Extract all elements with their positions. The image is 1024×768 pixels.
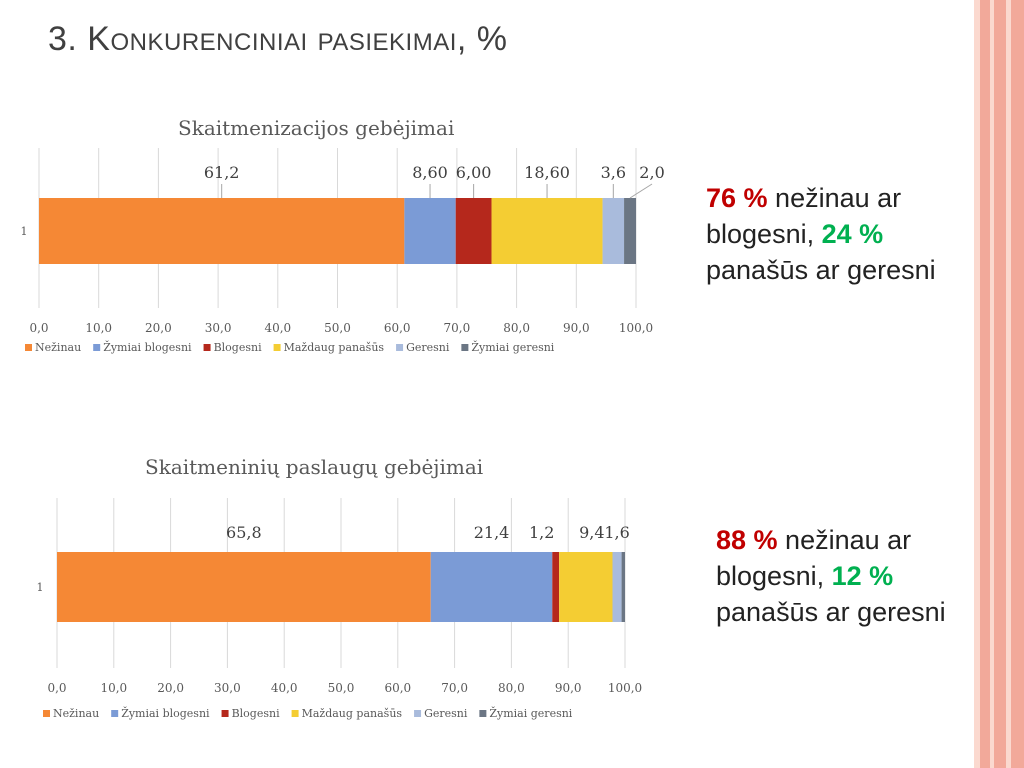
legend-swatch-zymiai-blogesni (111, 710, 119, 717)
slide-title: 3. Konkurenciniai pasiekimai, % (48, 20, 508, 58)
bar-geresni (602, 198, 625, 264)
note-2-good-text: panašūs ar geresni (716, 597, 946, 627)
category-label: 1 (37, 581, 44, 594)
x-tick-label: 10,0 (85, 321, 112, 335)
note-1-good-text: panašūs ar geresni (706, 255, 936, 285)
x-tick-label: 40,0 (271, 681, 298, 695)
bar-geresni (612, 552, 622, 622)
x-tick-label: 40,0 (264, 321, 291, 335)
chart-2: 0,0 10,0 20,0 30,0 40,0 50,0 60,0 70,0 80,0 90,0 1… (37, 498, 642, 720)
note-2-good-pct: 12 % (831, 561, 894, 591)
legend-swatch-mazdaug-panasus (273, 344, 281, 351)
data-label-zymiai-geresni: 2,0 (639, 163, 664, 182)
decorative-stripes (974, 0, 1024, 768)
legend-label-blogesni: Blogesni (232, 707, 281, 720)
legend-label-mazdaug-panasus: Maždaug panašūs (302, 707, 403, 720)
legend-label-zymiai-geresni: Žymiai geresni (471, 340, 554, 354)
data-label-zymiai-blogesni: 21,4 (474, 523, 510, 542)
stripe-2 (980, 0, 990, 768)
x-tick-label: 70,0 (444, 321, 471, 335)
legend-label-zymiai-geresni: Žymiai geresni (489, 706, 572, 720)
chart-1: 0,0 10,0 20,0 30,0 40,0 50,0 60,0 70,0 80,0 90,0 1… (21, 148, 665, 354)
legend-swatch-blogesni (221, 710, 229, 717)
bar-mazdaug-panasus (491, 198, 603, 264)
legend-label-zymiai-blogesni: Žymiai blogesni (121, 706, 210, 720)
bar-zymiai-blogesni (404, 198, 456, 264)
note-2-bad-pct: 88 % (716, 525, 778, 555)
chart-1-title: Skaitmenizacijos gebėjimai (178, 116, 455, 140)
legend-label-blogesni: Blogesni (214, 341, 263, 354)
stripe-4 (994, 0, 1006, 768)
bar-nezinau (39, 198, 405, 264)
data-label-nezinau: 65,8 (226, 523, 262, 542)
x-tick-label: 20,0 (145, 321, 172, 335)
data-label-geresni: 3,6 (601, 163, 626, 182)
legend-swatch-zymiai-geresni (479, 710, 487, 717)
stripe-3 (990, 0, 994, 768)
legend-swatch-zymiai-geresni (461, 344, 469, 351)
bar-zymiai-geresni (621, 552, 625, 622)
bar-nezinau (57, 552, 431, 622)
legend-swatch-nezinau (43, 710, 50, 717)
x-tick-label: 0,0 (29, 321, 48, 335)
data-label-nezinau: 61,2 (204, 163, 240, 182)
note-1-good-pct: 24 % (821, 219, 884, 249)
note-1-bad-pct: 76 % (706, 183, 768, 213)
stripe-6 (1011, 0, 1024, 768)
x-tick-label: 90,0 (555, 681, 582, 695)
x-tick-label: 30,0 (205, 321, 232, 335)
x-tick-label: 80,0 (498, 681, 525, 695)
x-tick-label: 100,0 (619, 321, 653, 335)
x-tick-label: 50,0 (328, 681, 355, 695)
note-2-bad-text: nežinau ar blogesni, (716, 525, 912, 591)
legend-swatch-geresni (414, 710, 422, 717)
x-tick-label: 100,0 (608, 681, 642, 695)
data-label-zymiai-blogesni: 8,60 (412, 163, 448, 182)
legend-swatch-geresni (396, 344, 404, 351)
x-tick-label: 0,0 (47, 681, 66, 695)
legend-swatch-blogesni (203, 344, 211, 351)
legend-label-zymiai-blogesni: Žymiai blogesni (103, 340, 192, 354)
legend-swatch-mazdaug-panasus (291, 710, 299, 717)
leader-line (629, 183, 653, 199)
bar-zymiai-blogesni (430, 552, 553, 622)
x-tick-label: 70,0 (441, 681, 468, 695)
data-label-blogesni: 6,00 (456, 163, 492, 182)
stripe-1 (974, 0, 980, 768)
x-tick-label: 20,0 (157, 681, 184, 695)
x-tick-label: 50,0 (324, 321, 351, 335)
note-1-bad-text: nežinau ar blogesni, (706, 183, 902, 249)
legend-label-geresni: Geresni (406, 341, 450, 354)
x-tick-label: 30,0 (214, 681, 241, 695)
data-label-mazdaug-panasus: 18,60 (524, 163, 570, 182)
legend-label-nezinau: Nežinau (35, 341, 81, 354)
chart-2-title: Skaitmeninių paslaugų gebėjimai (145, 455, 484, 479)
x-tick-label: 60,0 (384, 321, 411, 335)
x-tick-label: 90,0 (563, 321, 590, 335)
bar-zymiai-geresni (624, 198, 636, 264)
x-tick-label: 10,0 (100, 681, 127, 695)
x-tick-label: 60,0 (384, 681, 411, 695)
summary-note-2: 88 % nežinau ar blogesni, 12 % panašūs a… (716, 522, 986, 630)
legend-swatch-nezinau (25, 344, 32, 351)
stripe-5 (1006, 0, 1011, 768)
bar-blogesni (455, 198, 492, 264)
data-label-blogesni: 1,2 (529, 523, 554, 542)
data-label-mazdaug-panasus: 9,4 (579, 523, 604, 542)
x-tick-label: 80,0 (503, 321, 530, 335)
legend-label-geresni: Geresni (424, 707, 468, 720)
bar-mazdaug-panasus (559, 552, 613, 622)
data-label-geresni: 1,6 (604, 523, 629, 542)
category-label: 1 (21, 225, 28, 238)
bar-blogesni (552, 552, 560, 622)
legend-label-mazdaug-panasus: Maždaug panašūs (284, 341, 385, 354)
summary-note-1: 76 % nežinau ar blogesni, 24 % panašūs a… (706, 180, 976, 288)
legend-swatch-zymiai-blogesni (93, 344, 101, 351)
legend-label-nezinau: Nežinau (53, 707, 99, 720)
